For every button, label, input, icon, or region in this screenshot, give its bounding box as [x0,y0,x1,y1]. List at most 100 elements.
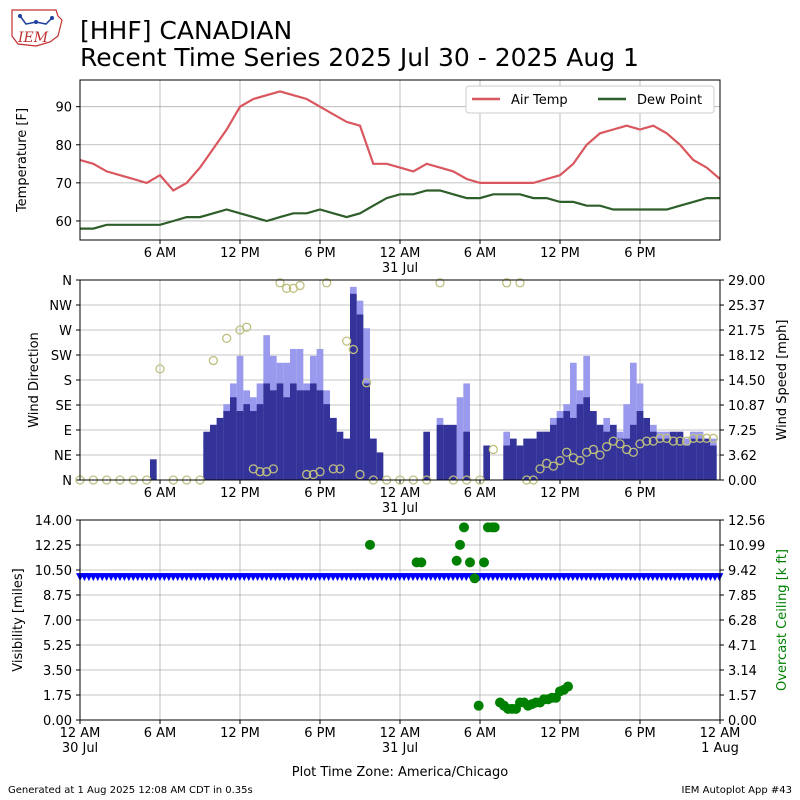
ceiling-marker [451,555,462,566]
ceiling-marker [465,557,475,568]
ceiling-marker [563,681,573,692]
wind-direction-marker [602,442,612,452]
wind-speed-bar [370,438,377,480]
wind-speed-bar [530,438,537,480]
wind-speed-bar [523,438,530,480]
wind-speed-bar [516,445,524,480]
wind-speed-bar [316,390,324,480]
ceiling-marker [416,557,427,568]
wind-speed-bar [636,411,644,480]
visibility-tick-label: 7.00 [43,614,72,629]
wind-speed-bar [556,417,564,480]
wind-speed-bar [616,438,624,480]
x-tick-label: 6 PM [624,486,655,501]
wind-speed-bar [350,293,357,480]
wind-direction-marker [628,447,638,457]
wind-speed-bar [690,438,697,480]
wind-direction-marker [595,450,605,460]
x-date-label: 30 Jul [62,741,98,756]
wind-direction-marker [315,467,325,477]
time-zone-axis-label: Plot Time Zone: America/Chicago [292,765,508,780]
x-tick-label: 6 PM [624,246,655,261]
gust-bar [463,383,470,480]
wind-direction-tick-label: NW [49,299,72,314]
iem-logo: IEM [6,6,66,50]
x-tick-label: 12 AM [380,246,421,261]
wind-speed-bar [503,445,510,480]
wind-direction-marker [362,378,372,388]
wind-speed-tick-label: 21.75 [728,324,765,339]
wind-direction-tick-label: E [64,424,72,439]
wind-direction-marker [342,336,352,346]
wind-speed-bar [683,445,690,480]
wind-speed-bar [643,417,650,480]
x-tick-label: 12 PM [540,486,580,501]
chart-title-line-2: Recent Time Series 2025 Jul 30 - 2025 Au… [80,43,639,72]
visibility-marker [715,573,724,582]
wind-direction-marker [435,278,445,288]
wind-speed-tick-label: 7.25 [728,424,757,439]
wind-speed-bar [703,438,710,480]
x-tick-label: 12 AM [60,726,101,741]
wind-speed-bar [283,397,290,480]
wind-direction-marker [255,467,265,477]
wind-direction-marker [575,455,585,466]
wind-panel-frame [79,279,721,481]
wind-speed-bar [256,404,264,480]
wind-speed-bar [696,438,704,480]
wind-speed-bar [323,404,330,480]
x-tick-label: 12 PM [540,246,580,261]
visibility-panel-frame [79,519,721,721]
wind-speed-bar [656,438,664,480]
wind-speed-bar [236,411,244,480]
wind-direction-marker [275,278,285,288]
wind-speed-bar [343,438,350,480]
wind-speed-tick-label: 0.00 [728,474,757,489]
wind-speed-bar [676,431,684,480]
wind-speed-tick-label: 3.62 [728,449,757,464]
x-tick-label: 6 PM [304,246,335,261]
wind-direction-marker [548,461,558,471]
ceiling-marker [489,522,500,533]
legend-dew-point-label: Dew Point [637,93,702,108]
ceiling-marker [365,539,375,550]
ceiling-marker [459,522,469,533]
wind-direction-marker [282,283,292,293]
x-tick-label: 6 AM [464,486,497,501]
wind-speed-bar [243,404,250,480]
ceiling-marker [473,700,484,711]
wind-speed-bar [296,390,304,480]
wind-speed-bar [223,411,230,480]
wind-direction-marker [208,355,218,366]
wind-direction-tick-label: N [62,274,72,289]
x-tick-label: 6 PM [304,726,335,741]
x-tick-label: 6 AM [464,726,497,741]
wind-direction-marker [302,469,312,480]
wind-direction-marker [268,464,278,474]
wind-direction-marker [222,333,232,343]
wind-direction-tick-label: NE [54,449,72,464]
wind-speed-bar [276,383,284,480]
wind-speed-bar [250,411,257,480]
app-credit: IEM Autoplot App #43 [681,785,792,796]
wind-direction-marker [642,436,652,446]
x-date-label: 1 Aug [701,741,739,756]
ceiling-tick-label: 1.57 [728,689,757,704]
generated-note: Generated at 1 Aug 2025 12:08 AM CDT in … [8,785,253,796]
ceiling-marker [469,573,480,584]
wind-speed-bar [443,424,450,480]
visibility-tick-label: 10.50 [35,564,72,579]
wind-direction-axis-label: Wind Direction [27,332,42,428]
visibility-axis-label: Visibility [miles] [11,568,26,671]
x-tick-label: 12 AM [700,726,741,741]
wind-direction-marker [322,278,332,288]
wind-direction-marker [655,433,665,443]
wind-speed-bar [216,417,224,480]
wind-speed-axis-label: Wind Speed [mph] [775,320,790,441]
legend-box [465,85,715,114]
wind-speed-bar [583,397,590,480]
x-tick-label: 6 PM [624,726,655,741]
wind-direction-marker [695,433,705,443]
ceiling-marker [455,539,465,550]
wind-direction-marker [535,464,545,474]
